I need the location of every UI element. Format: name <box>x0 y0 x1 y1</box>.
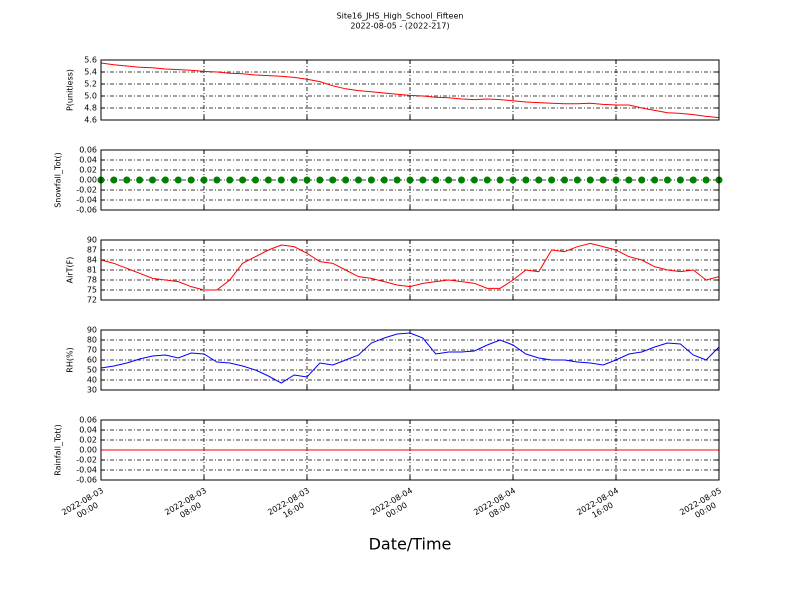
marker <box>651 176 659 184</box>
y-tick-label: 60 <box>87 356 97 365</box>
marker <box>355 176 362 184</box>
y-tick-label: 4.8 <box>84 104 97 113</box>
y-tick-label: 81 <box>87 266 97 275</box>
marker <box>303 176 311 184</box>
y-axis-label: P(unitless) <box>66 69 75 111</box>
marker <box>161 176 169 184</box>
y-tick-label: -0.02 <box>76 186 97 195</box>
marker <box>573 176 581 184</box>
marker <box>367 176 375 184</box>
y-tick-label: -0.04 <box>76 196 97 205</box>
marker <box>277 176 285 184</box>
marker <box>548 176 556 184</box>
y-tick-label: 5.6 <box>84 56 97 65</box>
data-line <box>100 242 720 291</box>
y-tick-label: 5.4 <box>84 68 97 77</box>
marker <box>432 176 440 184</box>
marker <box>329 176 337 184</box>
y-tick-label: -0.02 <box>76 456 97 465</box>
y-tick-label: 0.04 <box>79 156 97 165</box>
plot-frame <box>100 239 720 301</box>
marker <box>252 176 259 184</box>
y-tick-label: 0.00 <box>79 446 97 455</box>
y-tick-label: 0.02 <box>79 436 97 445</box>
marker <box>342 176 350 184</box>
y-tick-label: 80 <box>87 336 97 345</box>
marker <box>406 176 414 184</box>
plot-frame <box>100 149 720 211</box>
y-tick-label: 90 <box>87 236 97 245</box>
marker <box>239 176 247 184</box>
chart-subtitle: 2022-08-05 - (2022-217) <box>350 22 449 31</box>
marker <box>187 176 195 184</box>
y-tick-label: 87 <box>87 246 97 255</box>
x-axis-label: Date/Time <box>369 535 452 554</box>
y-tick-label: 0.02 <box>79 166 97 175</box>
y-tick-label: 78 <box>87 276 97 285</box>
data-line <box>100 62 720 119</box>
marker <box>419 176 427 184</box>
marker <box>483 176 491 184</box>
marker <box>174 176 182 184</box>
y-tick-label: 72 <box>87 296 97 305</box>
marker <box>535 176 543 184</box>
y-axis-label: Snowfall_Tot() <box>54 152 63 208</box>
y-tick-label: 4.6 <box>84 116 97 125</box>
y-tick-label: 40 <box>87 376 97 385</box>
y-tick-label: 0.06 <box>79 416 97 425</box>
y-tick-label: -0.06 <box>76 476 97 485</box>
y-tick-label: 0.06 <box>79 146 97 155</box>
marker <box>612 176 620 184</box>
y-tick-label: 84 <box>87 256 97 265</box>
marker <box>664 176 671 184</box>
marker <box>496 176 504 184</box>
y-axis-label: AirT(F) <box>66 257 75 284</box>
marker <box>149 176 156 184</box>
marker <box>380 176 388 184</box>
y-tick-label: 90 <box>87 326 97 335</box>
marker <box>599 176 607 184</box>
marker <box>458 176 465 184</box>
plot-frame <box>100 419 720 481</box>
y-tick-label: 75 <box>87 286 97 295</box>
y-tick-label: -0.06 <box>76 206 97 215</box>
y-tick-label: 0.04 <box>79 426 97 435</box>
marker <box>264 176 272 184</box>
marker <box>522 176 530 184</box>
marker <box>638 176 646 184</box>
y-tick-label: 5.0 <box>84 92 97 101</box>
marker <box>200 176 208 184</box>
y-tick-label: 70 <box>87 346 97 355</box>
marker <box>561 176 568 184</box>
marker <box>470 176 478 184</box>
marker <box>110 176 118 184</box>
marker <box>676 176 684 184</box>
chart-title: Site16_JHS_High_School_Fifteen <box>337 12 464 21</box>
y-axis-label: RH(%) <box>66 347 75 372</box>
marker <box>213 176 221 184</box>
marker <box>226 176 234 184</box>
plot-frame <box>100 329 720 391</box>
marker <box>689 176 697 184</box>
marker <box>123 176 131 184</box>
marker <box>625 176 633 184</box>
marker <box>290 176 298 184</box>
marker <box>586 176 594 184</box>
y-tick-label: 50 <box>87 366 97 375</box>
marker <box>445 176 453 184</box>
plot-frame <box>100 59 720 121</box>
marker <box>702 176 710 184</box>
y-tick-label: -0.04 <box>76 466 97 475</box>
marker <box>393 176 401 184</box>
marker <box>136 176 144 184</box>
y-axis-label: Rainfall_Tot() <box>54 424 63 476</box>
y-tick-label: 5.2 <box>84 80 97 89</box>
y-tick-label: 0.00 <box>79 176 97 185</box>
marker <box>316 176 324 184</box>
data-line <box>100 332 720 384</box>
marker <box>509 176 517 184</box>
y-tick-label: 30 <box>87 386 97 395</box>
